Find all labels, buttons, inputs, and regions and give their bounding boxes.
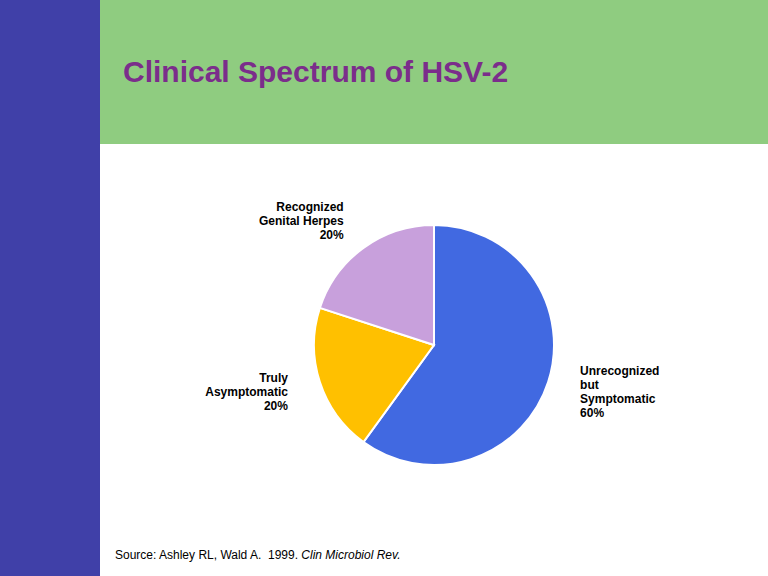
html-text:Source: Ashley RL, Wald A. 199: Source: Ashley RL, Wald A. 1999. Clin Mi…	[115, 548, 401, 562]
html-text:Clinical Spectrum of HSV-2: Clinical Spectrum of HSV-2	[123, 55, 509, 88]
svg-text:TrulyAsymptomatic20%: TrulyAsymptomatic20%	[205, 371, 288, 413]
svg-text:UnrecognizedbutSymptomatic60%: UnrecognizedbutSymptomatic60%	[580, 364, 659, 420]
svg-text:RecognizedGenital Herpes20%: RecognizedGenital Herpes20%	[259, 200, 344, 242]
